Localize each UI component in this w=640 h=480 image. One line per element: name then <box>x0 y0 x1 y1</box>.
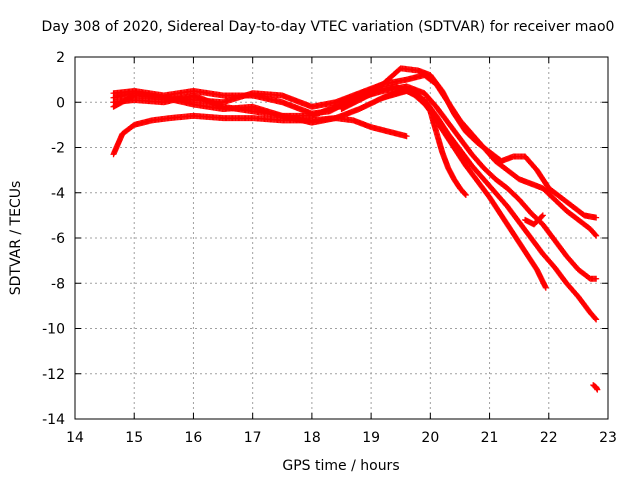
data-point <box>593 232 600 239</box>
chart-title: Day 308 of 2020, Sidereal Day-to-day VTE… <box>42 19 615 35</box>
data-point <box>462 191 469 198</box>
x-tick-label: 22 <box>540 430 558 446</box>
data-point <box>593 275 600 282</box>
y-axis-label: SDTVAR / TECUs <box>8 181 24 296</box>
x-tick-label: 21 <box>481 430 499 446</box>
x-tick-label: 14 <box>66 430 84 446</box>
data-point <box>592 315 599 322</box>
data-point <box>539 213 546 220</box>
y-tick-label: 0 <box>56 95 65 111</box>
y-tick-label: -8 <box>51 276 65 292</box>
series-sat-h <box>522 212 546 228</box>
y-tick-label: -2 <box>51 141 65 157</box>
y-tick-label: 2 <box>56 50 65 66</box>
data-point <box>592 231 599 238</box>
data-point <box>542 284 549 291</box>
x-tick-label: 15 <box>125 430 143 446</box>
x-tick-label: 18 <box>303 430 321 446</box>
x-tick-label: 19 <box>362 430 380 446</box>
data-point <box>539 212 546 219</box>
series-sat-g <box>379 87 469 199</box>
x-tick-label: 17 <box>244 430 262 446</box>
y-tick-label: -6 <box>51 231 65 247</box>
series-sat-f <box>110 112 410 158</box>
y-tick-label: -14 <box>42 412 65 428</box>
plot-frame <box>74 56 609 420</box>
x-tick-label: 16 <box>185 430 203 446</box>
data-point <box>593 316 600 323</box>
y-tick-label: -4 <box>51 186 65 202</box>
series-sat-c <box>110 83 600 282</box>
series-sat-i <box>590 382 601 393</box>
x-tick-label: 23 <box>599 430 617 446</box>
x-axis-label: GPS time / hours <box>282 458 399 474</box>
data-point <box>462 192 469 199</box>
data-point <box>594 386 601 393</box>
y-tick-label: -12 <box>42 367 65 383</box>
data-point <box>593 214 600 221</box>
series-sat-a <box>110 65 600 221</box>
data-point <box>403 133 410 140</box>
x-tick-label: 20 <box>421 430 439 446</box>
data-points <box>110 65 601 393</box>
y-tick-label: -10 <box>42 322 65 338</box>
